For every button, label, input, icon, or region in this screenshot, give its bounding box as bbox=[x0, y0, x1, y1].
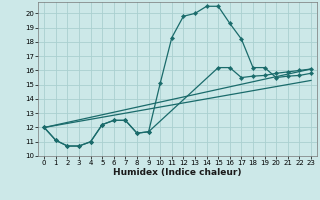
X-axis label: Humidex (Indice chaleur): Humidex (Indice chaleur) bbox=[113, 168, 242, 177]
